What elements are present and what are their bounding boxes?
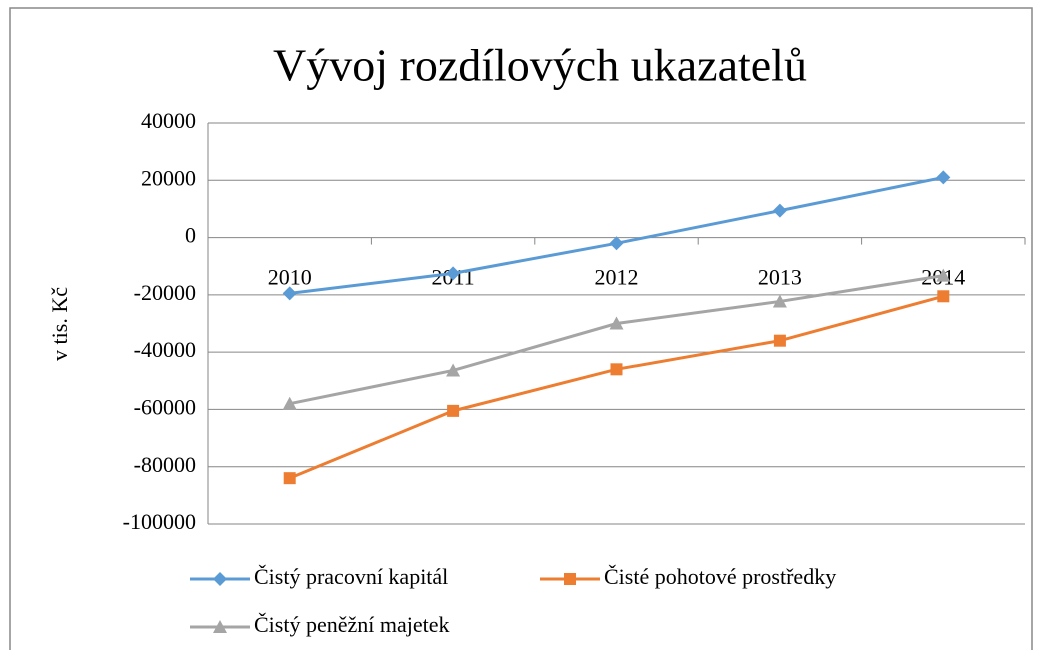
marker bbox=[772, 294, 787, 308]
marker bbox=[772, 203, 787, 218]
legend-label: Čistý pracovní kapitál bbox=[254, 564, 448, 589]
y-tick-label: -20000 bbox=[134, 280, 196, 305]
marker bbox=[447, 404, 460, 417]
legend-item: Čistý peněžní majetek bbox=[190, 612, 450, 637]
y-tick-label: 0 bbox=[185, 223, 196, 248]
marker bbox=[937, 290, 950, 303]
y-tick-label: 40000 bbox=[141, 108, 196, 133]
marker bbox=[446, 363, 461, 377]
marker bbox=[283, 472, 296, 485]
marker bbox=[773, 334, 786, 347]
marker bbox=[446, 266, 461, 281]
marker bbox=[609, 236, 624, 251]
marker bbox=[609, 316, 624, 330]
chart-border bbox=[9, 7, 1033, 650]
y-tick-label: 20000 bbox=[141, 165, 196, 190]
marker bbox=[564, 573, 576, 585]
marker bbox=[610, 363, 623, 376]
y-tick-label: -40000 bbox=[134, 337, 196, 362]
y-tick-label: -100000 bbox=[123, 509, 196, 534]
legend-label: Čisté pohotové prostředky bbox=[604, 564, 836, 589]
marker bbox=[282, 396, 297, 410]
marker bbox=[282, 286, 297, 301]
x-tick-label: 2010 bbox=[268, 265, 312, 290]
marker bbox=[213, 572, 227, 586]
x-tick-label: 2013 bbox=[758, 265, 802, 290]
y-axis-label: v tis. Kč bbox=[47, 287, 72, 361]
legend-item: Čisté pohotové prostředky bbox=[540, 564, 836, 589]
marker bbox=[936, 268, 951, 282]
chart-title: Vývoj rozdílových ukazatelů bbox=[273, 40, 807, 91]
x-tick-label: 2012 bbox=[595, 265, 639, 290]
marker bbox=[213, 620, 227, 633]
y-tick-label: -80000 bbox=[134, 452, 196, 477]
legend-item: Čistý pracovní kapitál bbox=[190, 564, 448, 589]
y-tick-label: -60000 bbox=[134, 394, 196, 419]
marker bbox=[936, 170, 951, 185]
legend-label: Čistý peněžní majetek bbox=[254, 612, 450, 637]
